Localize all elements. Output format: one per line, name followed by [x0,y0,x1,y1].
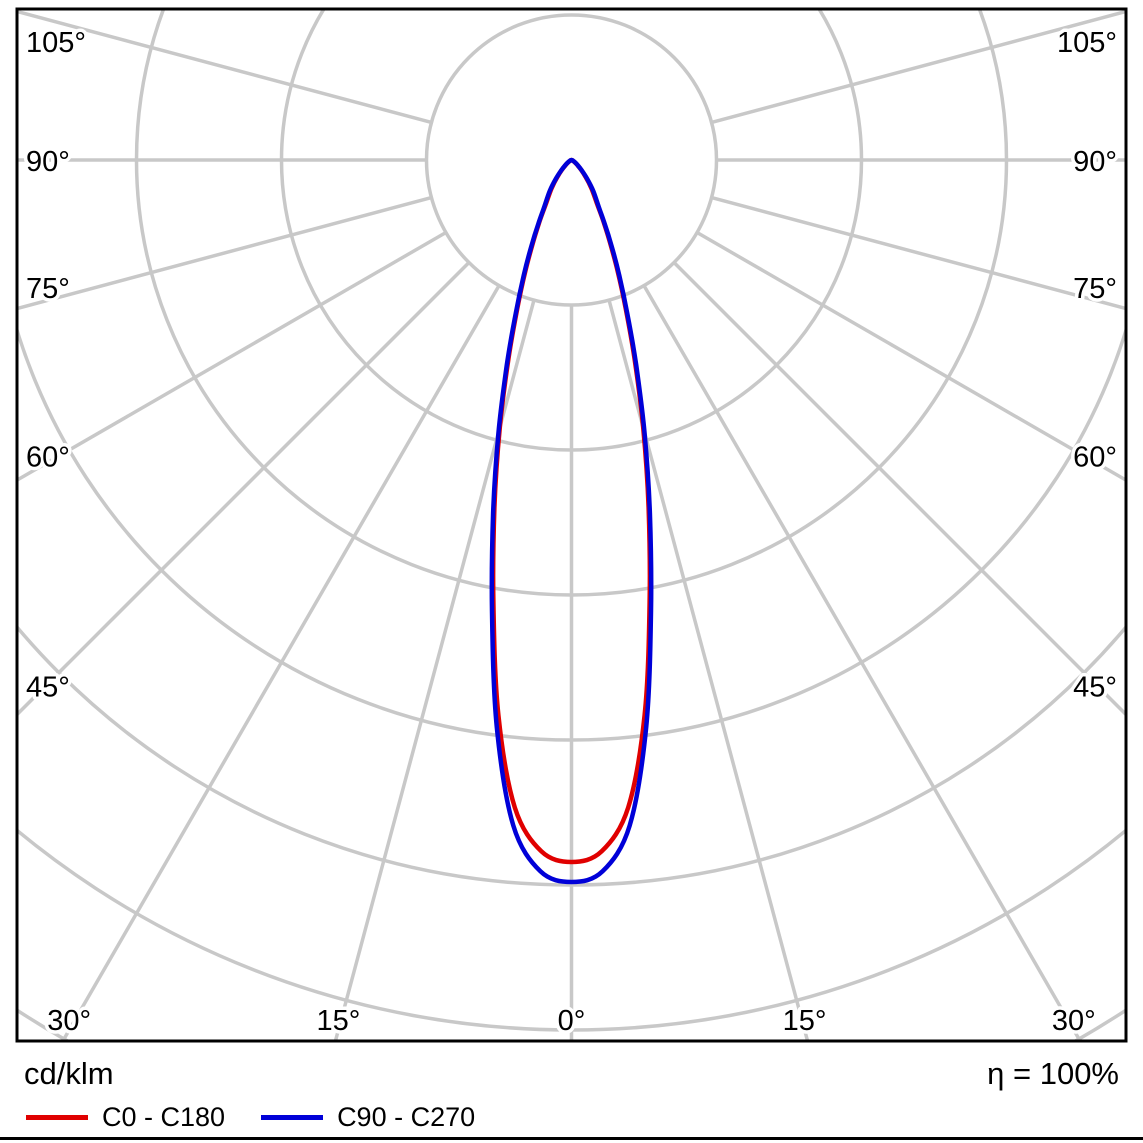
angle-gridline [696,230,1126,483]
angle-label-right-75: 75° [1073,273,1117,305]
angle-label-right-60: 60° [1073,441,1117,473]
angle-gridline [17,9,432,125]
angle-gridline [711,195,1126,311]
angle-gridline [333,299,536,1041]
legend-item-c0-c180: C0 - C180 [26,1102,225,1133]
angle-label-left-60: 60° [26,441,70,473]
legend-label-c0-c180: C0 - C180 [102,1102,226,1132]
angle-gridline [17,261,471,717]
legend-label-c90-c270: C90 - C270 [337,1102,476,1132]
angle-label-right-90: 90° [1073,146,1117,178]
angle-gridline [17,195,432,311]
bottom-rule [0,1137,1143,1140]
units-label: cd/klm [24,1056,114,1091]
angle-label-left-45: 45° [26,672,70,704]
angle-gridline [672,261,1126,717]
legend-line-blue-icon [261,1115,324,1120]
legend-line-red-icon [26,1115,88,1120]
angle-label-bottom-0: 0° [558,1005,586,1037]
angle-label-bottom-right-15: 15° [783,1005,827,1037]
angle-label-left-90: 90° [26,146,70,178]
angle-label-left-75: 75° [26,273,70,305]
angle-label-right-45: 45° [1073,672,1117,704]
legend: C0 - C180 C90 - C270 [26,1102,1143,1133]
legend-item-c90-c270: C90 - C270 [261,1102,475,1133]
angle-label-bottom-left-15: 15° [316,1005,360,1037]
angle-gridline [642,284,1083,1041]
angle-gridline [17,230,447,483]
angle-labels: 105° 105° 90° 90° 75° 75° 60° 60° 45° 45° 30° 30° 15… [23,24,1121,1041]
plot-border [15,7,1128,1043]
angle-gridline [711,9,1126,125]
angle-gridline [60,284,501,1041]
footer-units-row: cd/klm η = 100% [0,1056,1143,1092]
angle-label-bottom-left-30: 30° [47,1005,91,1037]
angle-label-right-105: 105° [1057,27,1117,59]
angle-label-bottom-right-30: 30° [1052,1005,1096,1037]
angle-gridline [607,299,810,1041]
efficiency-label: η = 100% [987,1056,1119,1091]
curve-C90-C270 [489,157,654,885]
angle-label-left-105: 105° [26,27,86,59]
